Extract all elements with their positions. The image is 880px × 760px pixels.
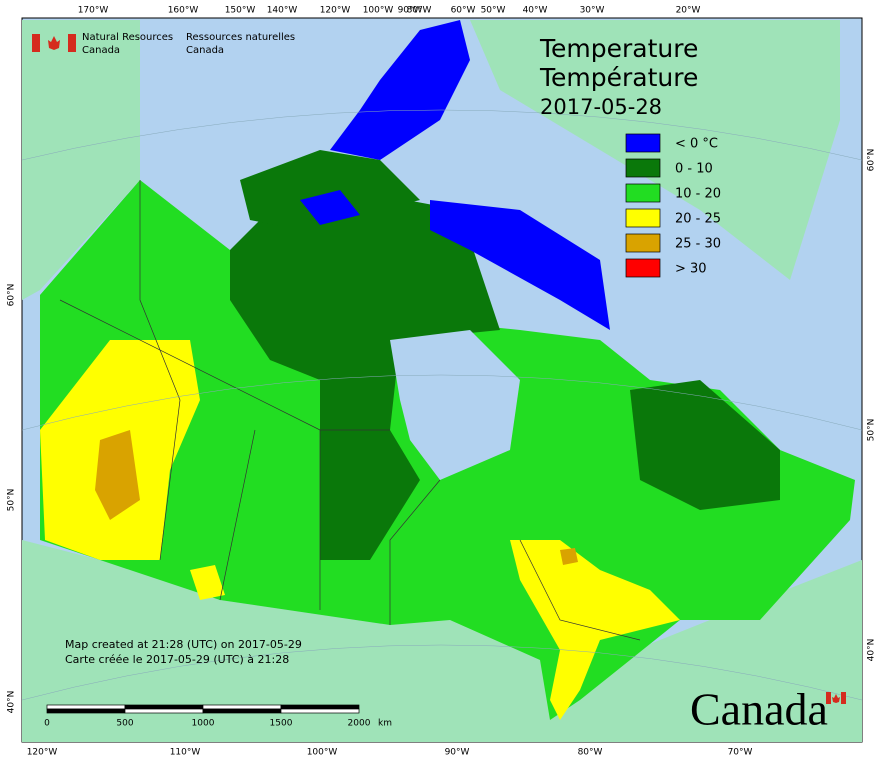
legend-swatch [625,133,661,153]
flag-bar [32,34,40,52]
agency-en: Canada [82,45,120,56]
parallel [21,644,863,701]
scale-segment [124,708,204,714]
lat-label: 40°N [867,639,877,662]
agency-fr: Ressources naturelles [186,32,295,43]
east-warm [510,540,680,720]
lon-label: 90°W [445,748,470,758]
island [300,190,360,225]
lat-label: 60°N [867,149,877,172]
border [519,539,641,641]
scale-label: 2000 [348,719,371,729]
lon-label: 80°W [407,6,432,16]
map-note: Map created at 21:28 (UTC) on 2017-05-29 [65,638,302,651]
agency-en: Natural Resources [82,32,173,43]
title: 2017-05-28 [540,95,662,119]
lon-label: 90°W [398,6,423,16]
usa [22,540,862,742]
logo [32,34,76,52]
lon-label: 50°W [481,6,506,16]
lat-label: 50°N [867,419,877,442]
legend-swatch [625,208,661,228]
lat-label: 60°N [7,284,17,307]
scale-segment [46,708,126,714]
lon-label: 150°W [225,6,256,16]
maple-leaf [48,36,60,50]
north-zone [230,180,500,560]
lat-label: 50°N [7,489,17,512]
legend-label: 10 - 20 [675,187,721,202]
lon-label: 100°W [307,748,338,758]
parallel [21,374,863,431]
scale-segment [280,704,360,710]
legend-label: 20 - 25 [675,212,721,227]
island-zone [240,150,420,230]
labrador-zone [630,380,780,510]
lon-label: 40°W [523,6,548,16]
lon-label: 140°W [267,6,298,16]
borders [59,180,641,641]
wordmark: Canada [690,684,828,735]
land [22,20,862,742]
lon-label: 30°W [580,6,605,16]
scale-segment [202,708,282,714]
legend-label: 0 - 10 [675,162,713,177]
legend-label: 25 - 30 [675,237,721,252]
lon-label: 160°W [168,6,199,16]
flag-bar [68,34,76,52]
border [219,429,256,601]
legend-label: < 0 °C [675,137,718,152]
west-hot [95,430,140,520]
legend-swatch [625,233,661,253]
agency-fr: Canada [186,45,224,56]
lon-label: 60°W [451,6,476,16]
scale-label: 0 [44,719,50,729]
lon-label: 20°W [676,6,701,16]
hudson-bay [390,330,520,480]
lon-label: 100°W [363,6,394,16]
lon-label: 80°W [578,748,603,758]
title: Temperature [539,34,698,63]
east-hot [560,548,578,565]
scale-segment [202,704,282,710]
lat-label: 40°N [7,691,17,714]
parallel [21,109,863,161]
baffin [430,200,610,330]
legend-swatch [625,158,661,178]
title: Température [539,63,698,92]
flag-bar [841,692,846,704]
lon-label: 170°W [78,6,109,16]
scale-label: 500 [116,719,133,729]
flag-bar [826,692,831,704]
lon-label: 110°W [170,748,201,758]
map-note: Carte créée le 2017-05-29 (UTC) à 21:28 [65,653,289,666]
scale-label: 1000 [192,719,215,729]
legend-swatch [625,258,661,278]
scale-label: 1500 [270,719,293,729]
lon-label: 120°W [320,6,351,16]
wordmark-flag [826,692,846,704]
alaska [22,20,140,300]
prairie-warm [190,565,225,600]
scale-segment [124,704,204,710]
scale-segment [280,708,360,714]
scale-segment [46,704,126,710]
lon-label: 70°W [728,748,753,758]
lon-label: 120°W [27,748,58,758]
maple-leaf [832,694,840,703]
legend-label: > 30 [675,262,707,277]
ellesmere [330,20,470,160]
graticule [21,109,863,701]
scale-unit: km [378,719,392,729]
legend-swatch [625,183,661,203]
border [389,479,441,625]
